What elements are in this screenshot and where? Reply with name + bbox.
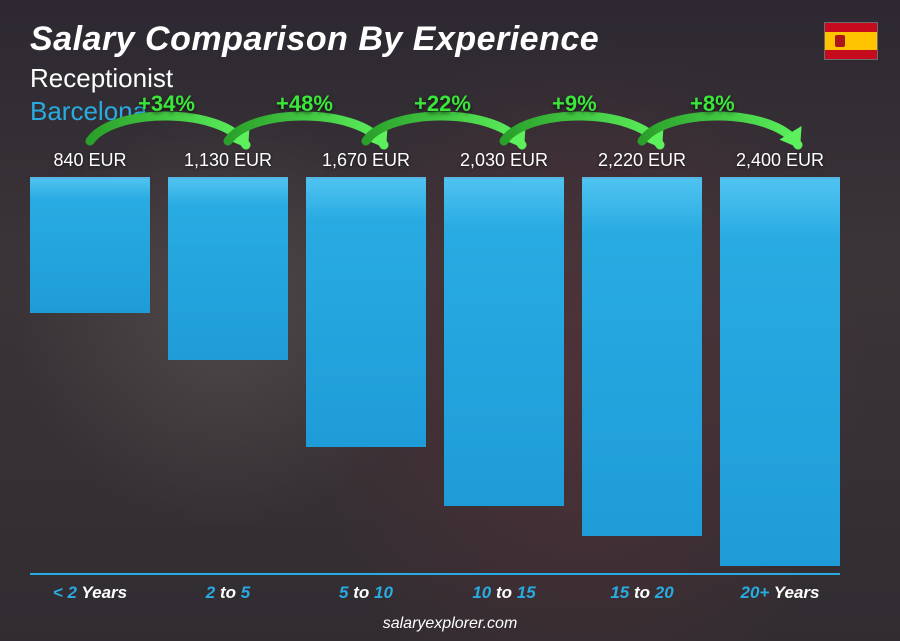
x-axis: < 2 Years 2 to 5 5 to 10 10 to 15 15 to 20 20…	[30, 573, 840, 603]
bar-group: 2,030 EUR	[444, 150, 564, 571]
pct-change-label: +34%	[138, 91, 195, 117]
spain-flag-icon	[824, 22, 878, 60]
bar	[444, 177, 564, 506]
bar-value-label: 2,400 EUR	[736, 150, 824, 171]
x-axis-label: 2 to 5	[168, 583, 288, 603]
pct-change-label: +9%	[552, 91, 597, 117]
page-title: Salary Comparison By Experience	[30, 20, 870, 59]
bar	[720, 177, 840, 566]
bar-value-label: 1,130 EUR	[184, 150, 272, 171]
x-axis-label: 10 to 15	[444, 583, 564, 603]
x-axis-label: 5 to 10	[306, 583, 426, 603]
job-title: Receptionist	[30, 63, 870, 94]
bar-group: 840 EUR	[30, 150, 150, 571]
bar-value-label: 2,220 EUR	[598, 150, 686, 171]
x-axis-label: 20+ Years	[720, 583, 840, 603]
bar-chart: 840 EUR 1,130 EUR 1,670 EUR 2,030 EUR 2,220 …	[30, 150, 840, 571]
bar	[306, 177, 426, 447]
chart-container: Salary Comparison By Experience Receptio…	[0, 0, 900, 641]
bar-group: 2,220 EUR	[582, 150, 702, 571]
bar-group: 1,130 EUR	[168, 150, 288, 571]
pct-change-label: +22%	[414, 91, 471, 117]
bar	[168, 177, 288, 360]
bar	[30, 177, 150, 313]
bar-value-label: 2,030 EUR	[460, 150, 548, 171]
bar-group: 2,400 EUR	[720, 150, 840, 571]
bar	[582, 177, 702, 536]
x-axis-label: 15 to 20	[582, 583, 702, 603]
pct-change-label: +48%	[276, 91, 333, 117]
bar-value-label: 840 EUR	[53, 150, 126, 171]
attribution: salaryexplorer.com	[0, 615, 900, 633]
bar-group: 1,670 EUR	[306, 150, 426, 571]
x-axis-label: < 2 Years	[30, 583, 150, 603]
pct-change-label: +8%	[690, 91, 735, 117]
bar-value-label: 1,670 EUR	[322, 150, 410, 171]
